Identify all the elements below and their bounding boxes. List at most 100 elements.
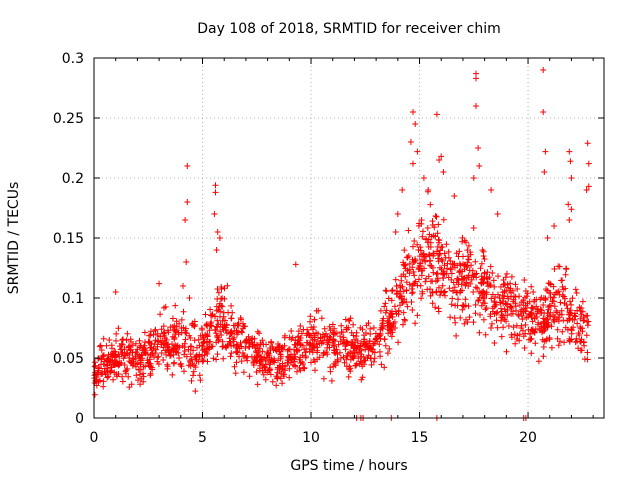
data-point [530,289,537,295]
data-point [546,334,553,341]
data-point [284,357,291,364]
data-point [212,189,219,196]
data-point [291,351,298,358]
data-point [214,334,221,341]
data-point [152,350,159,357]
data-point [367,325,374,332]
data-point [429,218,436,225]
data-point [308,359,314,366]
data-point [297,367,304,374]
data-point [435,308,442,315]
data-point [436,157,443,163]
data-point [405,227,412,234]
data-point [140,378,147,385]
data-point [503,348,510,355]
data-point [228,302,235,309]
data-point [182,217,189,223]
data-point [480,299,487,306]
data-point [208,322,215,329]
data-point [137,366,144,373]
data-point [500,281,507,288]
data-point [498,305,504,312]
data-point [218,295,225,302]
data-point [291,341,298,348]
data-point [584,318,591,325]
data-point [337,333,344,340]
data-point [396,294,403,301]
data-point [555,288,562,295]
data-point [475,145,482,151]
data-point [475,298,482,304]
data-point [211,211,218,217]
data-point [162,347,169,354]
data-point [574,320,581,327]
data-point [381,364,388,371]
data-point [227,331,234,337]
data-point [377,326,384,333]
data-point [243,354,250,361]
data-point [480,288,487,295]
data-point [558,311,565,318]
data-point [524,300,531,307]
data-point [454,275,461,282]
x-tick-label: 10 [302,430,320,446]
data-point [138,359,144,366]
data-point [215,289,222,296]
data-point [204,323,211,329]
data-point [155,353,162,360]
data-point [133,372,140,379]
data-point [96,343,103,350]
data-point [307,318,313,325]
data-point [294,368,300,375]
data-point [495,273,501,280]
data-point [192,321,198,328]
data-point [470,225,477,231]
data-point [390,320,397,327]
data-point [484,280,491,287]
data-point [500,324,507,331]
data-point [481,256,488,262]
data-point [348,329,355,336]
data-point [148,344,154,351]
data-point [512,281,519,288]
data-point [384,318,391,325]
data-point [376,332,383,339]
data-point [172,302,179,309]
data-point [550,298,557,305]
data-point [381,303,388,310]
data-point [102,371,109,378]
data-point [561,300,568,307]
data-point [214,323,221,330]
data-point [325,339,332,346]
data-point [268,339,275,346]
data-point [442,254,449,261]
data-point [522,330,529,337]
data-point [263,341,270,348]
data-point [439,244,446,250]
data-point [455,296,461,303]
data-point [203,345,210,352]
data-point [419,233,426,240]
data-point [297,335,304,341]
data-point [315,307,322,314]
data-point [401,262,408,269]
data-point [277,351,284,358]
data-point [478,279,485,286]
data-point [240,369,247,376]
data-point [427,201,434,208]
data-point [568,301,575,308]
data-point [91,391,98,398]
data-point [136,337,143,344]
data-point [178,316,185,323]
y-tick-label: 0.15 [53,231,84,247]
data-point [414,312,421,319]
data-point [513,322,520,329]
data-point [465,303,472,310]
data-point [520,305,527,312]
data-point [343,352,350,359]
data-point [160,340,167,347]
data-point [254,381,261,388]
data-point [477,311,483,318]
data-point [170,345,177,352]
data-point [540,67,547,73]
